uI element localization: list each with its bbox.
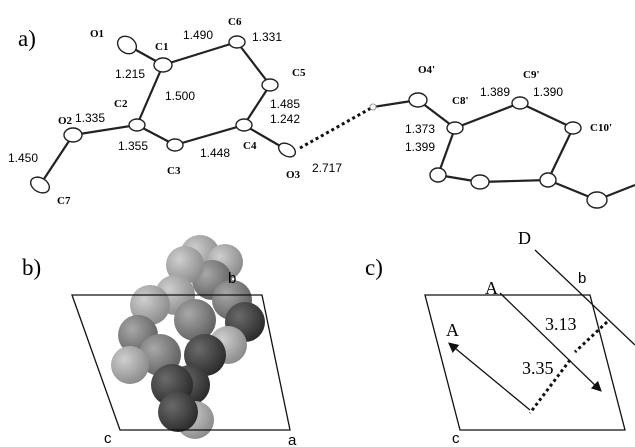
panel-label: a) [18,26,36,51]
atom-label: C1 [155,41,168,53]
bond-length: 2.717 [312,161,342,175]
atom-label: O1 [90,28,104,40]
atom-label: O4' [418,64,435,76]
bond-length: 1.331 [252,30,282,44]
bond-length: 1.373 [405,122,435,136]
space-filling-model [111,235,265,439]
atom-label: C7 [57,195,71,207]
bond-length: 1.485 [270,97,300,111]
axis-label: b [228,270,236,287]
atom-label: O3 [286,169,301,181]
bond-length: 1.450 [8,151,38,165]
axis-label: c [452,430,460,447]
bond-length: 1.335 [75,111,105,125]
atom-label: C9' [523,69,540,81]
atom-label: C3 [167,165,181,177]
panel-c: c) b c D A A 3.13 3.35 [365,228,635,447]
bond-length: 1.389 [480,85,510,99]
panel-b: b) b c a [22,235,297,447]
panel-a: a) [8,16,635,208]
atom-label: C6 [228,16,242,28]
atom-label: C2 [114,98,128,110]
stack-label: A [446,320,459,340]
distance-label: 3.35 [522,358,554,378]
atom-labels: O1 C1 C6 C5 C4 O3 C3 C2 O2 C7 O4' C8' C9… [57,16,612,207]
panel-label: b) [22,255,41,280]
stack-label: A [485,278,498,298]
panel-label: c) [365,255,383,280]
bond-length: 1.390 [533,85,563,99]
stack-label: D [518,228,531,248]
atom-label: C8' [452,95,469,107]
figure: a) [0,0,635,447]
atom-label: C10' [590,122,612,134]
axis-label: c [104,430,112,447]
distance-label: 3.13 [545,314,577,334]
bond-length: 1.490 [183,28,213,42]
atom-label: C5 [292,67,306,79]
atom-label: C4 [243,140,257,152]
bond-length: 1.355 [118,139,148,153]
axis-label: a [288,432,297,447]
bond-length: 1.242 [270,112,300,126]
bond-length: 1.399 [405,140,435,154]
bond-length: 1.215 [115,67,145,81]
axis-label: b [578,270,586,287]
bond-length: 1.500 [165,89,195,103]
atom-label: O2 [58,115,73,127]
bond-length: 1.448 [200,146,230,160]
